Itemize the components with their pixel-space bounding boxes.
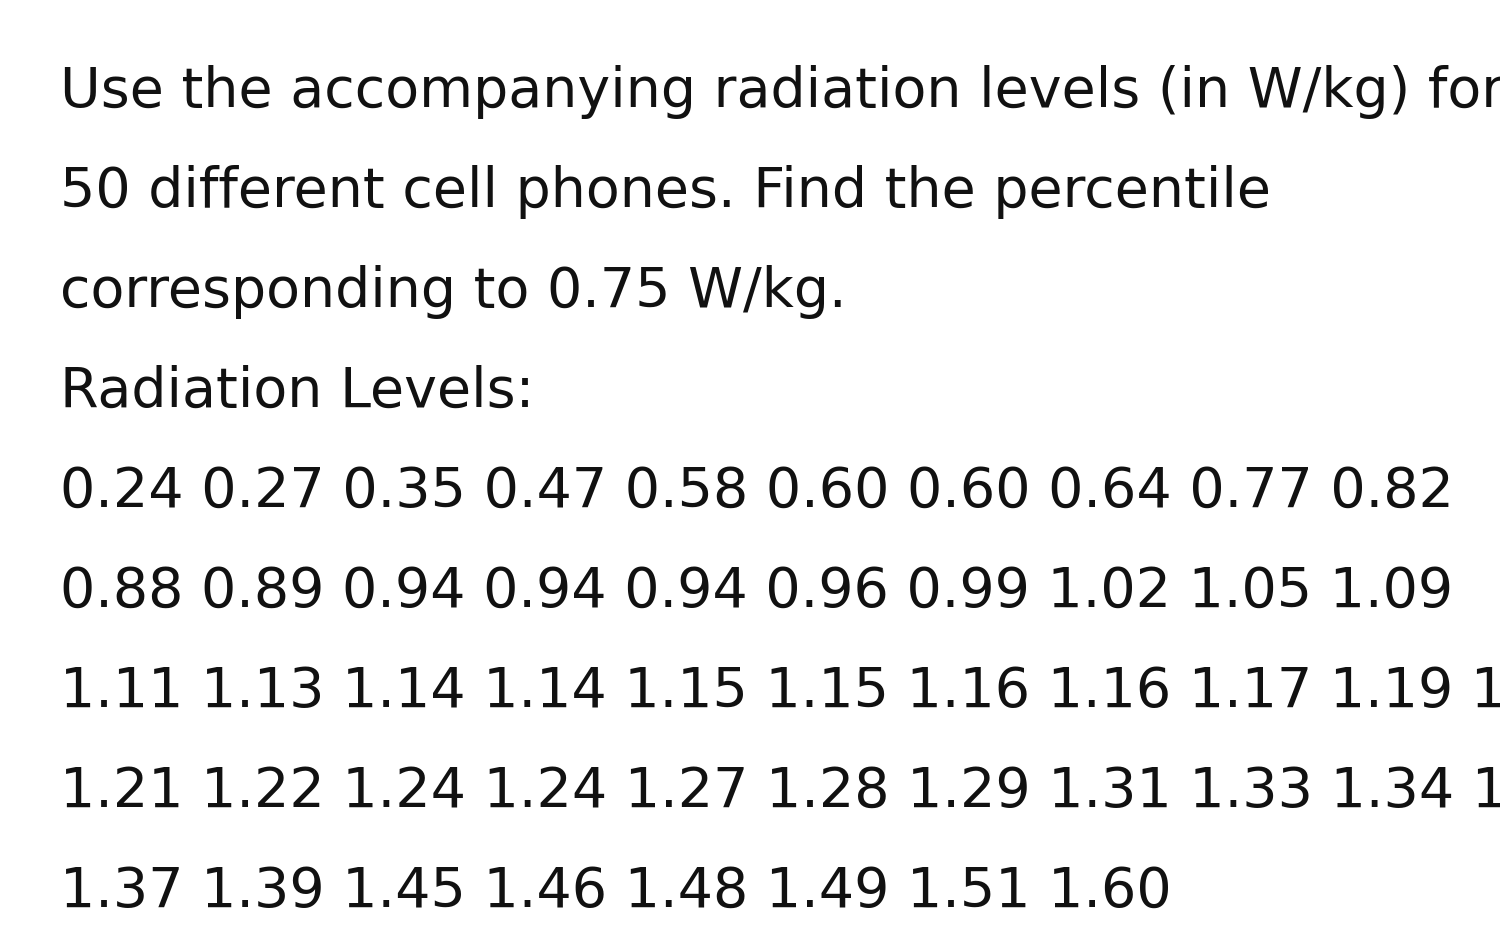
- Text: Use the accompanying radiation levels (in W/kg) for: Use the accompanying radiation levels (i…: [60, 65, 1500, 119]
- Text: 1.37 1.39 1.45 1.46 1.48 1.49 1.51 1.60: 1.37 1.39 1.45 1.46 1.48 1.49 1.51 1.60: [60, 865, 1172, 919]
- Text: 0.24 0.27 0.35 0.47 0.58 0.60 0.60 0.64 0.77 0.82: 0.24 0.27 0.35 0.47 0.58 0.60 0.60 0.64 …: [60, 465, 1454, 519]
- Text: 1.21 1.22 1.24 1.24 1.27 1.28 1.29 1.31 1.33 1.34 1.35: 1.21 1.22 1.24 1.24 1.27 1.28 1.29 1.31 …: [60, 765, 1500, 819]
- Text: corresponding to 0.75 W/kg.: corresponding to 0.75 W/kg.: [60, 265, 846, 319]
- Text: 50 different cell phones. Find the percentile: 50 different cell phones. Find the perce…: [60, 165, 1270, 219]
- Text: Radiation Levels:: Radiation Levels:: [60, 365, 534, 419]
- Text: 0.88 0.89 0.94 0.94 0.94 0.96 0.99 1.02 1.05 1.09: 0.88 0.89 0.94 0.94 0.94 0.96 0.99 1.02 …: [60, 565, 1454, 619]
- Text: 1.11 1.13 1.14 1.14 1.15 1.15 1.16 1.16 1.17 1.19 1.19: 1.11 1.13 1.14 1.14 1.15 1.15 1.16 1.16 …: [60, 665, 1500, 719]
